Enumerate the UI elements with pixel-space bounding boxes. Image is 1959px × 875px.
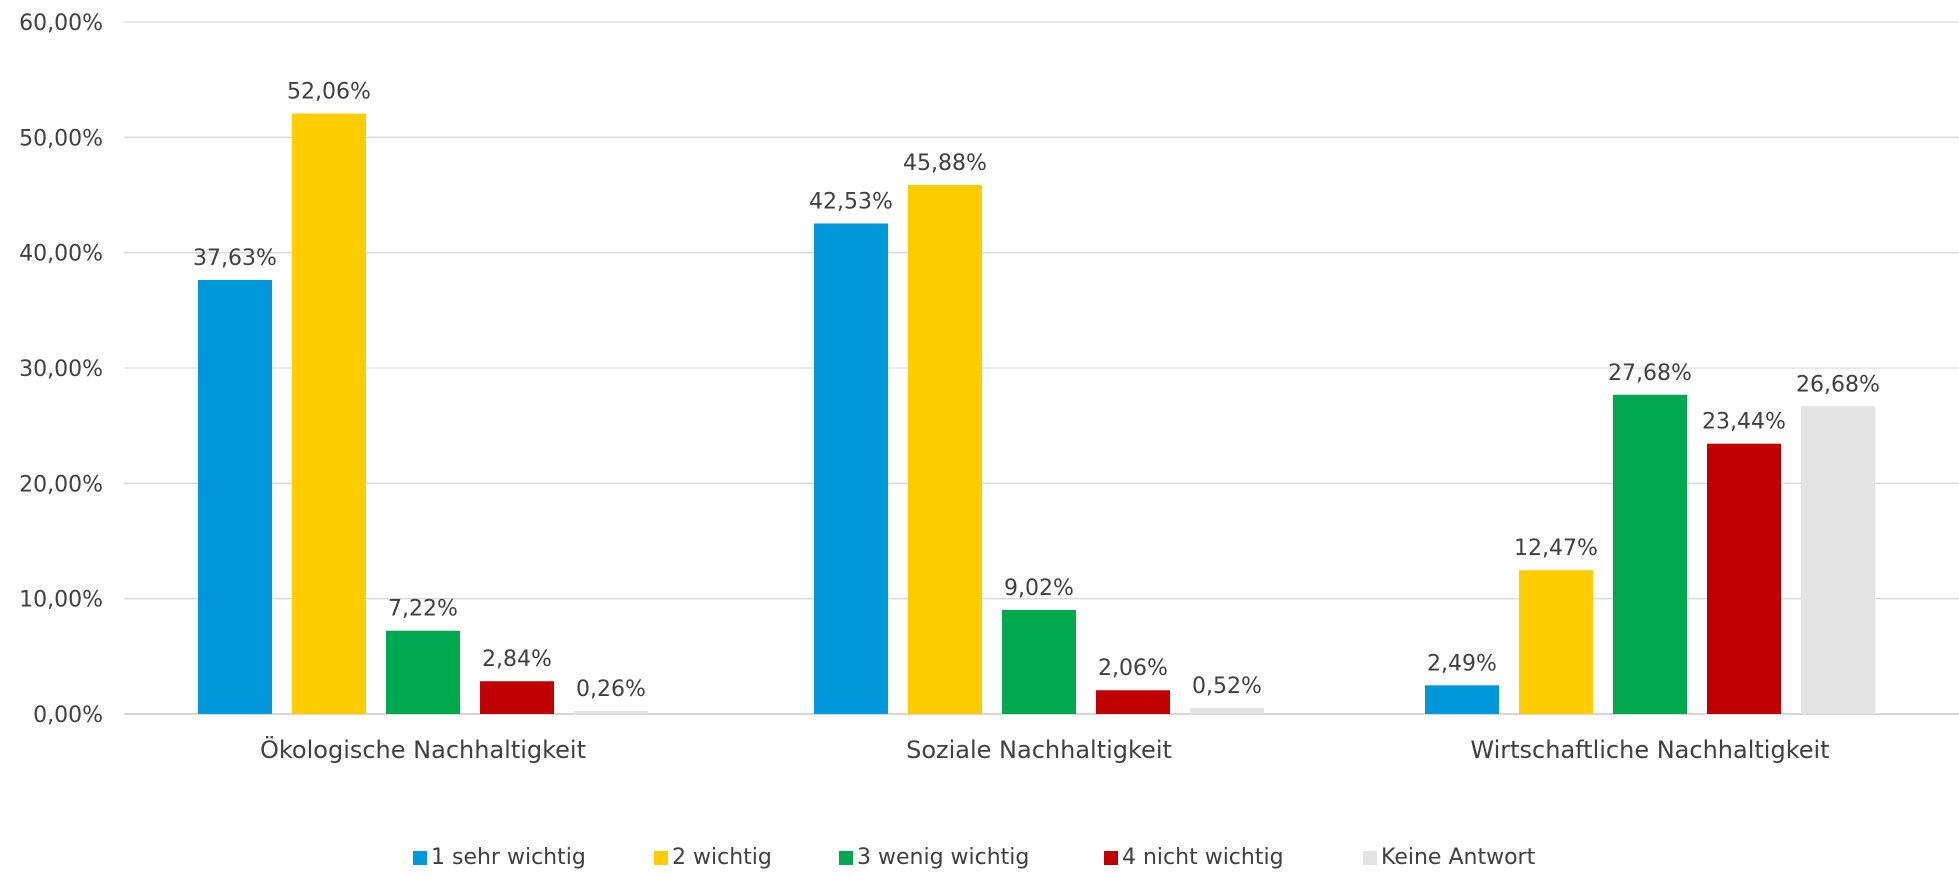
legend-swatch <box>839 850 853 865</box>
bar <box>480 681 554 714</box>
bar <box>1190 708 1264 714</box>
y-tick-label: 10,00% <box>19 588 103 613</box>
legend-item: 4 nicht wichtig <box>1104 845 1284 870</box>
bar <box>1096 690 1170 714</box>
data-label: 37,63% <box>193 246 277 271</box>
data-label: 26,68% <box>1796 372 1880 397</box>
bar <box>574 711 648 714</box>
legend-item: 1 sehr wichtig <box>413 845 586 870</box>
y-tick-label: 50,00% <box>19 126 103 151</box>
data-labels: 37,63% 52,06% 7,22% 2,84% 0,26% 42,53% 45,88% 9… <box>193 80 1880 702</box>
legend-label: 2 wichtig <box>672 845 772 870</box>
data-label: 27,68% <box>1608 361 1692 386</box>
bar <box>386 630 460 714</box>
data-label: 7,22% <box>388 597 458 622</box>
data-label: 2,84% <box>482 647 552 672</box>
y-tick-label: 20,00% <box>19 472 103 497</box>
bar <box>1707 443 1781 714</box>
data-label: 12,47% <box>1514 536 1598 561</box>
data-label: 42,53% <box>809 189 893 214</box>
data-label: 0,52% <box>1192 674 1262 699</box>
bar <box>1613 394 1687 714</box>
legend: 1 sehr wichtig 2 wichtig 3 wenig wichtig 4 … <box>0 845 1959 871</box>
bar <box>1519 570 1593 714</box>
legend-label: 1 sehr wichtig <box>431 845 586 870</box>
legend-item: 2 wichtig <box>654 845 772 870</box>
data-label: 23,44% <box>1702 410 1786 435</box>
legend-label: Keine Antwort <box>1381 845 1536 870</box>
bar <box>1801 406 1875 714</box>
legend-label: 4 nicht wichtig <box>1122 845 1284 870</box>
legend-item: 3 wenig wichtig <box>839 845 1029 870</box>
y-tick-label: 30,00% <box>19 357 103 382</box>
bar <box>292 113 366 715</box>
bar <box>1002 609 1076 714</box>
legend-label: 3 wenig wichtig <box>857 845 1030 870</box>
legend-swatch <box>1363 850 1377 865</box>
x-tick-label: Wirtschaftliche Nachhaltigkeit <box>1470 736 1829 764</box>
bar <box>814 223 888 714</box>
legend-swatch <box>413 850 427 865</box>
y-axis-ticks: 0,00% 10,00% 20,00% 30,00% 40,00% 50,00% 60,00… <box>19 11 103 728</box>
bars <box>198 113 1875 715</box>
legend-swatch <box>654 850 668 865</box>
data-label: 52,06% <box>287 80 371 105</box>
data-label: 9,02% <box>1004 576 1074 601</box>
y-tick-label: 60,00% <box>19 11 103 36</box>
gridlines <box>124 21 1959 715</box>
data-label: 0,26% <box>576 677 646 702</box>
data-label: 2,06% <box>1098 656 1168 681</box>
data-label: 2,49% <box>1427 651 1497 676</box>
bar <box>1425 685 1499 714</box>
bar <box>198 280 272 714</box>
x-tick-label: Soziale Nachhaltigkeit <box>906 736 1172 764</box>
y-tick-label: 40,00% <box>19 242 103 267</box>
legend-item: Keine Antwort <box>1363 845 1535 870</box>
legend-swatch <box>1104 850 1118 865</box>
x-axis-ticks: Ökologische Nachhaltigkeit Soziale Nachha… <box>260 735 1830 764</box>
bar <box>908 184 982 715</box>
x-tick-label: Ökologische Nachhaltigkeit <box>260 735 586 764</box>
data-label: 45,88% <box>903 151 987 176</box>
y-tick-label: 0,00% <box>33 703 103 728</box>
